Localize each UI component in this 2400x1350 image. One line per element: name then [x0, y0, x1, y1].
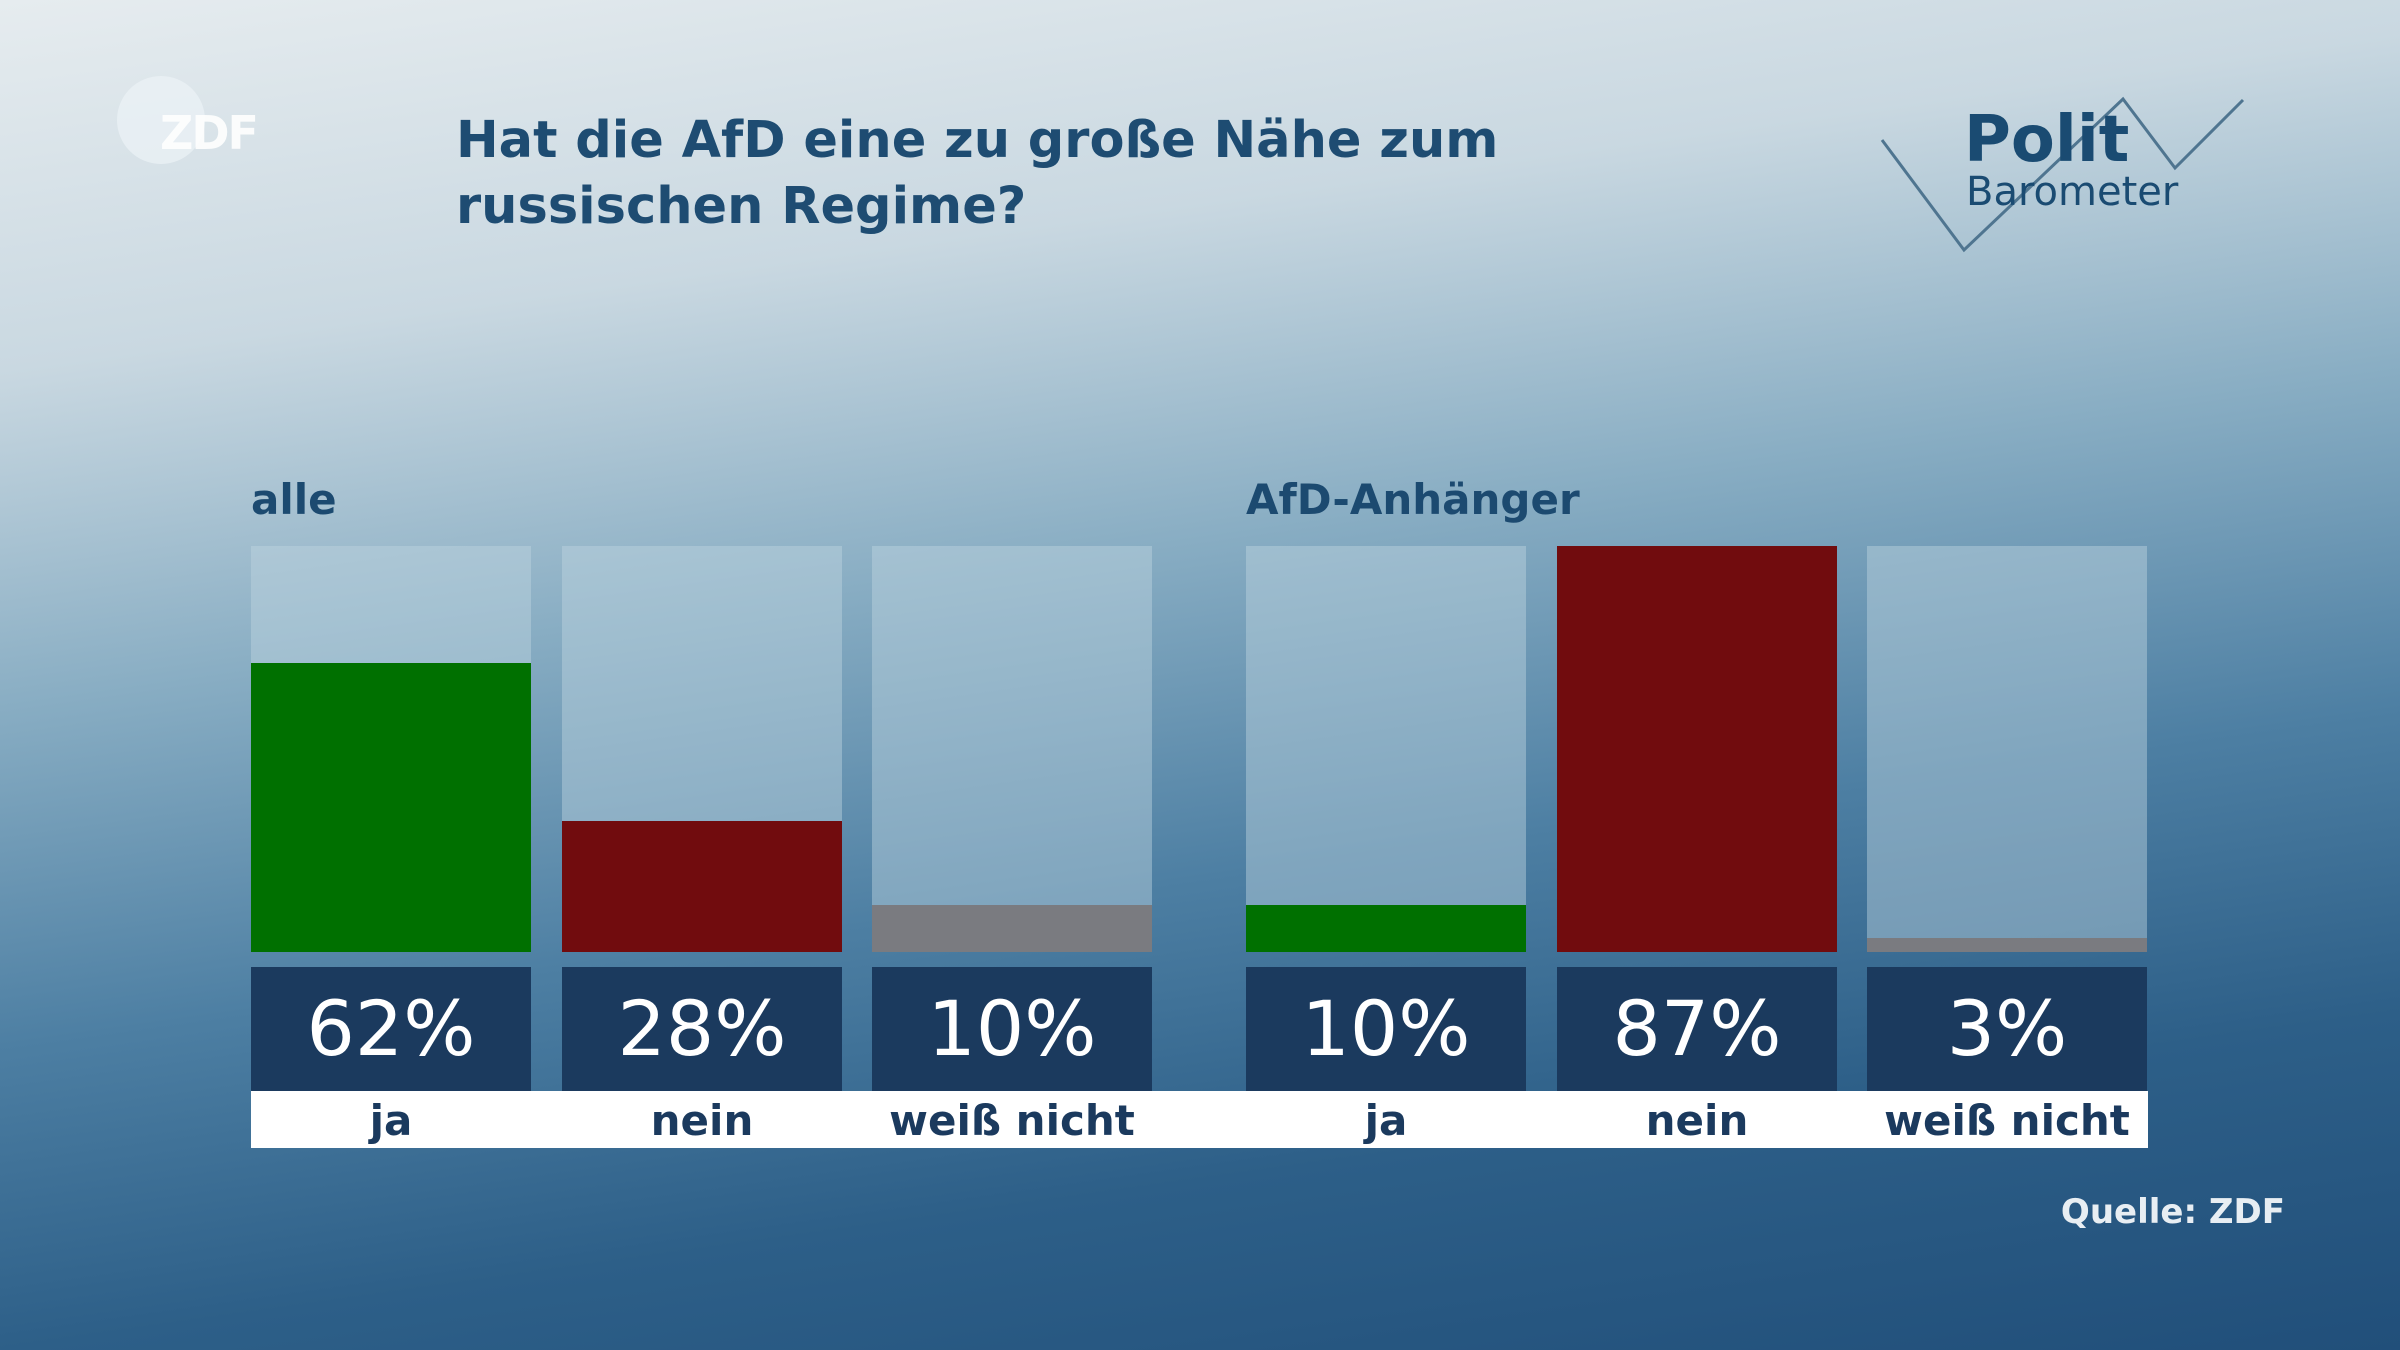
- group-label-alle: alle: [251, 475, 337, 524]
- category-label: nein: [650, 1096, 754, 1145]
- chart-title: Hat die AfD eine zu große Nähe zum russi…: [456, 111, 1499, 236]
- value-label: 28%: [562, 967, 842, 1091]
- politbarometer-logo-line: [1880, 96, 2245, 253]
- category-label: ja: [369, 1096, 413, 1145]
- group-label-afd: AfD-Anhänger: [1246, 475, 1580, 524]
- bar-track: [251, 546, 531, 952]
- zdf-logo: ZDF: [160, 106, 259, 160]
- bar-weiss_nicht: [872, 905, 1152, 952]
- category-label: ja: [1364, 1096, 1408, 1145]
- source-note: Quelle: ZDF: [2060, 1192, 2285, 1232]
- category-label: weiß nicht: [889, 1096, 1135, 1145]
- value-label: 87%: [1557, 967, 1837, 1091]
- bar-track: [1246, 546, 1526, 952]
- value-label: 3%: [1867, 967, 2147, 1091]
- bar-track: [872, 546, 1152, 952]
- bar-track: [562, 546, 842, 952]
- politbarometer-logo-barometer: Barometer: [1966, 169, 2179, 215]
- zdf-logo-circle: [117, 76, 205, 164]
- bar-weiss_nicht: [1867, 938, 2147, 952]
- value-label: 10%: [1246, 967, 1526, 1091]
- category-label: nein: [1645, 1096, 1749, 1145]
- value-label: 10%: [872, 967, 1152, 1091]
- category-label: weiß nicht: [1884, 1096, 2130, 1145]
- value-label: 62%: [251, 967, 531, 1091]
- bar-nein: [1557, 546, 1837, 952]
- politbarometer-logo-polit: Polit: [1964, 103, 2130, 177]
- bar-nein: [562, 821, 842, 952]
- bar-ja: [1246, 905, 1526, 952]
- bar-track: [1867, 546, 2147, 952]
- category-strip: [251, 1091, 2148, 1148]
- bar-track: [1557, 546, 1837, 952]
- bar-ja: [251, 662, 531, 952]
